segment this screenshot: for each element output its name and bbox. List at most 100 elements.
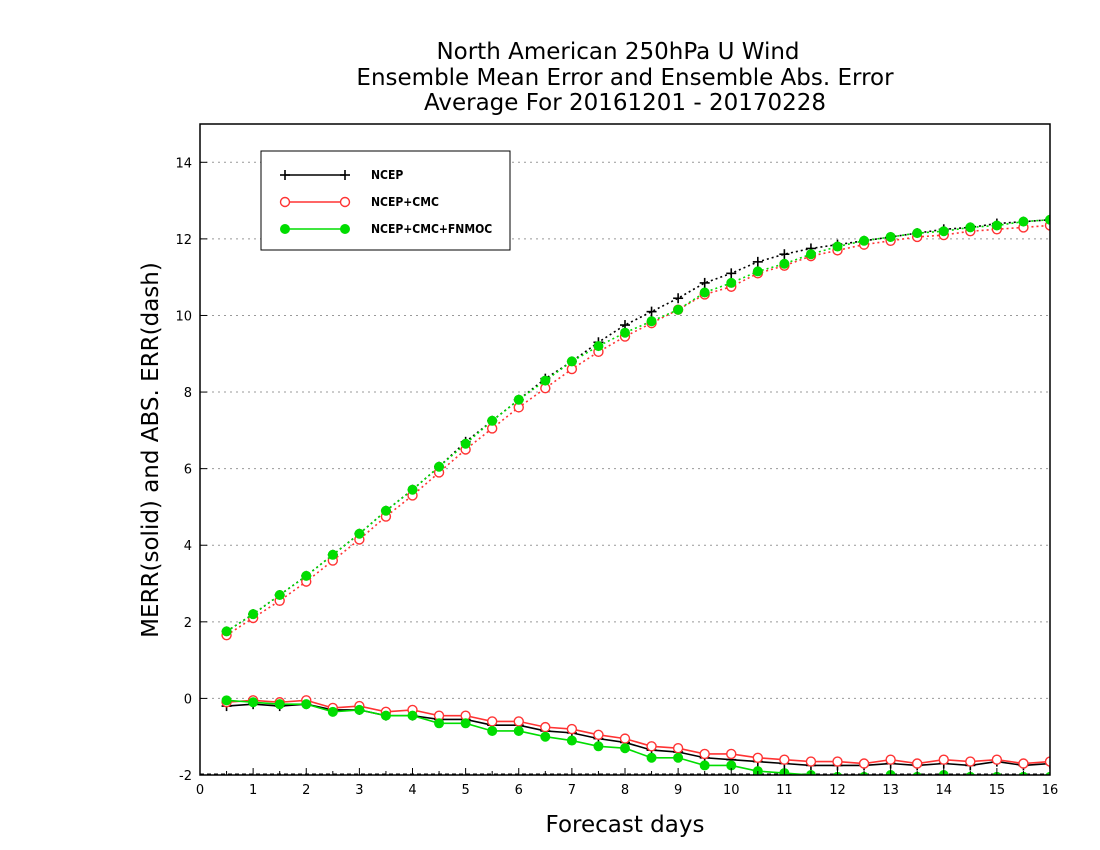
y-tick-label: 0: [184, 692, 192, 707]
mean-err-point: [221, 695, 232, 706]
mean-err-point: [380, 710, 391, 721]
series-ncep: [221, 214, 1050, 771]
abs-err-point: [513, 394, 524, 405]
x-tick-label: 11: [776, 783, 793, 798]
abs-err-point: [434, 461, 445, 472]
legend-marker-right: [340, 170, 350, 180]
mean-err-point: [593, 741, 604, 752]
abs-err-point: [832, 241, 843, 252]
abs-err-point: [460, 438, 471, 449]
mean-err-point: [779, 754, 790, 765]
mean-err-point: [699, 748, 710, 760]
mean-err-point: [858, 758, 870, 769]
abs-err-point: [965, 222, 976, 233]
abs-err-line: [226, 224, 1050, 636]
abs-err-line: [226, 218, 1050, 633]
x-tick-label: 15: [989, 783, 1006, 798]
abs-err-point: [380, 505, 391, 516]
gridlines: [200, 161, 1050, 775]
mean-err-point: [593, 729, 604, 740]
legend-label: NCEP+CMC: [371, 195, 439, 209]
abs-err-line: [226, 218, 1050, 633]
mean-err-point: [540, 721, 551, 733]
mean-err-line: [226, 703, 1050, 767]
mean-err-point: [354, 704, 365, 715]
series-ncep-cmc-fnmoc: [221, 214, 1050, 775]
mean-err-point: [620, 743, 630, 754]
x-tick-label: 10: [723, 783, 740, 798]
mean-err-point: [1044, 756, 1050, 767]
series-ncep-cmc: [221, 220, 1050, 769]
legend-entry: NCEP+CMC+FNMOC: [280, 222, 492, 236]
abs-err-point: [593, 341, 604, 352]
y-tick-label: 12: [175, 233, 192, 248]
x-tick-label: 16: [1042, 783, 1059, 798]
abs-err-point: [646, 306, 657, 317]
abs-err-point: [726, 277, 737, 288]
mean-err-point: [673, 752, 684, 763]
x-tick-label: 14: [935, 783, 952, 798]
mean-err-point: [513, 716, 524, 727]
mean-err-point: [885, 754, 896, 765]
abs-err-point: [859, 235, 870, 246]
abs-err-point: [327, 549, 338, 560]
mean-err-point: [513, 725, 524, 736]
x-tick-label: 9: [674, 783, 682, 798]
mean-err-point: [566, 735, 577, 746]
mean-err-point: [646, 741, 657, 752]
abs-err-point: [779, 258, 790, 269]
abs-err-point: [540, 375, 551, 386]
legend-marker-left: [280, 224, 290, 234]
mean-err-point: [646, 752, 657, 763]
legend-label: NCEP+CMC+FNMOC: [371, 222, 492, 236]
abs-err-point: [274, 590, 285, 601]
abs-err-point: [673, 293, 684, 304]
legend: NCEP NCEP+CMC NCEP+CMC+FNMOC: [260, 150, 511, 251]
abs-err-point: [407, 484, 418, 495]
legend-marker-right: [339, 196, 351, 208]
x-tick-label: 13: [882, 783, 899, 798]
legend-label: NCEP: [371, 168, 403, 182]
x-tick-label: 8: [621, 783, 629, 798]
mean-err-point: [434, 718, 445, 729]
series-layer: [221, 214, 1050, 775]
mean-err-point: [327, 706, 338, 717]
y-tick-label: 6: [184, 463, 192, 478]
abs-err-point: [646, 316, 657, 327]
x-axis-label: Forecast days: [546, 812, 705, 838]
abs-err-point: [699, 277, 710, 288]
abs-err-point: [726, 268, 737, 279]
mean-err-point: [672, 742, 684, 754]
mean-err-point: [1018, 758, 1029, 769]
mean-err-point: [619, 733, 631, 744]
y-tick-label: 10: [175, 309, 192, 324]
x-tick-label: 5: [461, 783, 469, 798]
chart-title-line-3: Average For 20161201 - 20170228: [424, 90, 826, 116]
abs-err-point: [752, 256, 763, 267]
x-tick-label: 7: [568, 783, 576, 798]
abs-err-point: [1045, 214, 1050, 225]
legend-marker-left: [279, 196, 291, 208]
mean-err-point: [752, 752, 764, 763]
mean-err-point: [991, 754, 1003, 765]
abs-err-point: [354, 528, 365, 539]
x-tick-label: 4: [408, 783, 416, 798]
mean-err-point: [965, 756, 976, 767]
abs-err-point: [938, 226, 949, 237]
abs-err-point: [699, 287, 710, 298]
x-axis-ticks: 0 1 2 3 4 5 6 7 8 9 10 11 12 13 14 15 16: [196, 768, 1058, 798]
abs-err-point: [566, 356, 577, 367]
y-axis-label: MERR(solid) and ABS. ERR(dash): [138, 262, 164, 638]
abs-err-point: [301, 570, 312, 581]
abs-err-point: [248, 609, 259, 620]
legend-entry: NCEP+CMC: [279, 195, 439, 209]
mean-err-point: [699, 760, 710, 771]
abs-err-point: [221, 626, 232, 637]
y-tick-label: 8: [184, 386, 192, 401]
mean-err-point: [566, 723, 578, 735]
legend-marker-right: [340, 224, 350, 234]
mean-err-point: [460, 718, 471, 729]
legend-entry: NCEP: [280, 168, 403, 182]
abs-err-point: [779, 249, 790, 260]
